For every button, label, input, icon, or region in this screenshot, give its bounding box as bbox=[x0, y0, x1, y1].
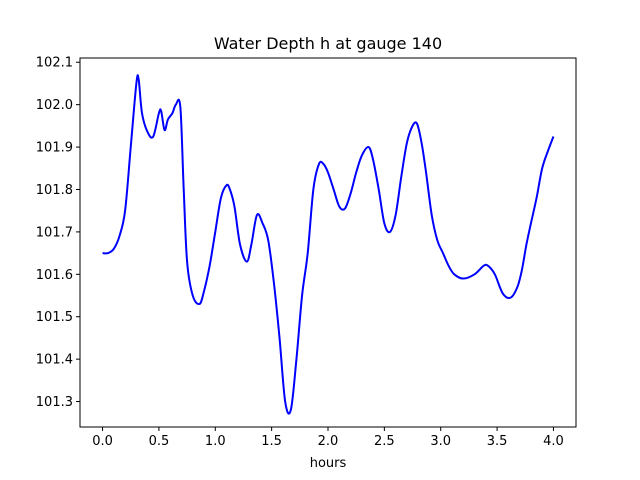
series-line-0 bbox=[102, 74, 555, 415]
y-tick-label: 101.7 bbox=[36, 225, 73, 240]
x-axis-label: hours bbox=[310, 456, 347, 471]
x-tick-label: 0.5 bbox=[149, 434, 170, 449]
y-tick-label: 101.9 bbox=[36, 141, 73, 156]
x-tick-label: 2.0 bbox=[318, 434, 339, 449]
y-tick-label: 102.0 bbox=[36, 98, 73, 113]
x-tick-label: 3.0 bbox=[430, 434, 451, 449]
x-axis-ticks: 0.0 0.5 1.0 1.5 2.0 2.5 3.0 3.5 4.0 bbox=[92, 427, 564, 449]
y-tick-label: 102.1 bbox=[36, 56, 73, 71]
y-tick-label: 101.3 bbox=[36, 395, 73, 410]
plot-area bbox=[102, 74, 555, 415]
x-tick-label: 1.0 bbox=[205, 434, 226, 449]
x-tick-label: 3.5 bbox=[487, 434, 508, 449]
x-tick-label: 4.0 bbox=[543, 434, 564, 449]
y-tick-label: 101.5 bbox=[36, 310, 73, 325]
y-tick-label: 101.4 bbox=[36, 353, 73, 368]
y-axis-ticks: 101.3 101.4 101.5 101.6 101.7 101.8 101.9 102.0… bbox=[36, 56, 80, 410]
y-tick-label: 101.6 bbox=[36, 268, 73, 283]
x-tick-label: 2.5 bbox=[374, 434, 395, 449]
chart-title: Water Depth h at gauge 140 bbox=[214, 34, 442, 53]
y-tick-label: 101.8 bbox=[36, 183, 73, 198]
x-tick-label: 1.5 bbox=[261, 434, 282, 449]
x-tick-label: 0.0 bbox=[92, 434, 113, 449]
